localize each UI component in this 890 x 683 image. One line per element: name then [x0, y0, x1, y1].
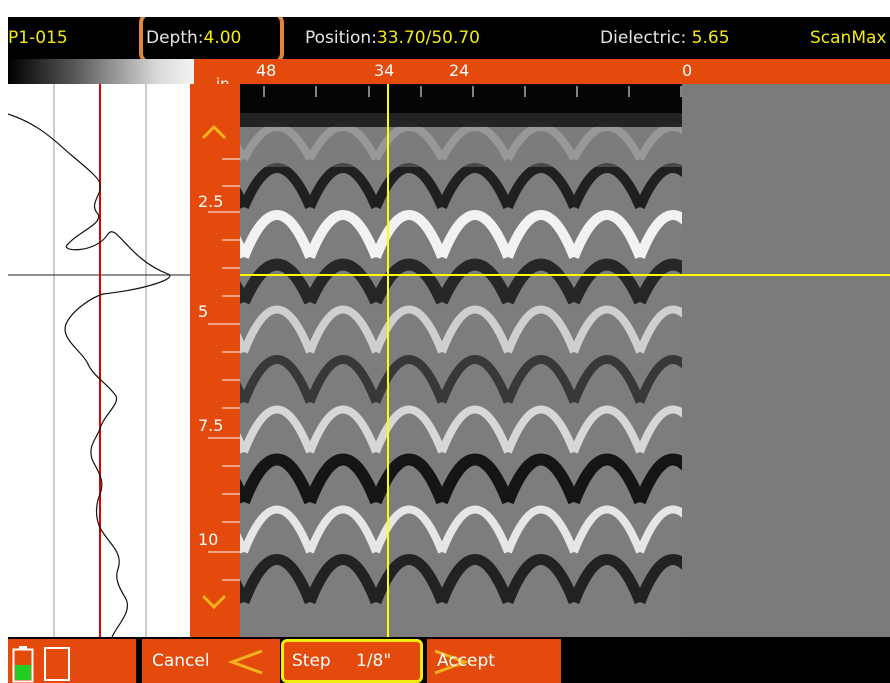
- distance-tick: 48: [256, 61, 277, 80]
- status-tile: [8, 639, 136, 683]
- depth-highlight-box: [139, 17, 284, 65]
- position-label: Position:: [305, 28, 377, 48]
- step-value: 1/8": [356, 651, 392, 671]
- position-readout: Position:33.70/50.70: [305, 17, 480, 59]
- distance-tick: 34: [374, 61, 395, 80]
- depth-value: 4.00: [203, 28, 242, 48]
- status-header: P1-015 Depth:4.00 Position:33.70/50.70 D…: [8, 17, 890, 59]
- sd-card-icon: [44, 647, 70, 681]
- gpr-screen: P1-015 Depth:4.00 Position:33.70/50.70 D…: [8, 17, 890, 683]
- chevron-up-icon[interactable]: [200, 122, 228, 142]
- cancel-label: Cancel: [152, 651, 210, 671]
- step-selector[interactable]: Step 1/8": [281, 639, 423, 683]
- scan-id: P1-015: [8, 28, 68, 48]
- distance-tick: 0: [682, 61, 693, 80]
- color-scale-bar: [8, 59, 194, 85]
- battery-icon: [12, 646, 34, 683]
- position-value: 33.70/50.70: [376, 28, 480, 48]
- accept-button[interactable]: Accept: [427, 639, 561, 683]
- depth-ticks: [208, 158, 240, 581]
- chevron-left-icon[interactable]: [226, 647, 266, 677]
- radargram-image[interactable]: [240, 97, 682, 637]
- dielectric-value: 5.65: [691, 28, 730, 48]
- unscanned-area: [682, 84, 890, 637]
- dielectric-label: Dielectric:: [600, 28, 687, 48]
- depth-label-2-5: 2.5: [198, 192, 224, 211]
- radargram-surface-band: [240, 84, 682, 99]
- distance-tick: 24: [449, 61, 470, 80]
- footer-toolbar: Cancel Step 1/8" Accept: [8, 637, 890, 683]
- depth-label-5: 5: [198, 302, 209, 321]
- a-scan-waveform: [8, 113, 171, 638]
- dielectric-readout: Dielectric: 5.65: [600, 17, 730, 59]
- accept-label: Accept: [437, 651, 495, 671]
- depth-label-10: 10: [198, 530, 219, 549]
- depth-scale: 2.5 5 7.5 10: [190, 84, 240, 637]
- depth-label: Depth:: [146, 28, 204, 48]
- mode-label: ScanMax: [810, 28, 887, 48]
- step-label: Step: [292, 651, 331, 671]
- depth-readout: Depth:4.00: [146, 17, 241, 59]
- depth-label-7-5: 7.5: [198, 416, 224, 435]
- chevron-down-icon[interactable]: [200, 592, 228, 612]
- chevron-right-icon[interactable]: [431, 647, 471, 677]
- cancel-button[interactable]: Cancel: [142, 639, 280, 683]
- a-scan-trace-panel: [8, 84, 190, 638]
- depth-crosshair[interactable]: [240, 84, 890, 637]
